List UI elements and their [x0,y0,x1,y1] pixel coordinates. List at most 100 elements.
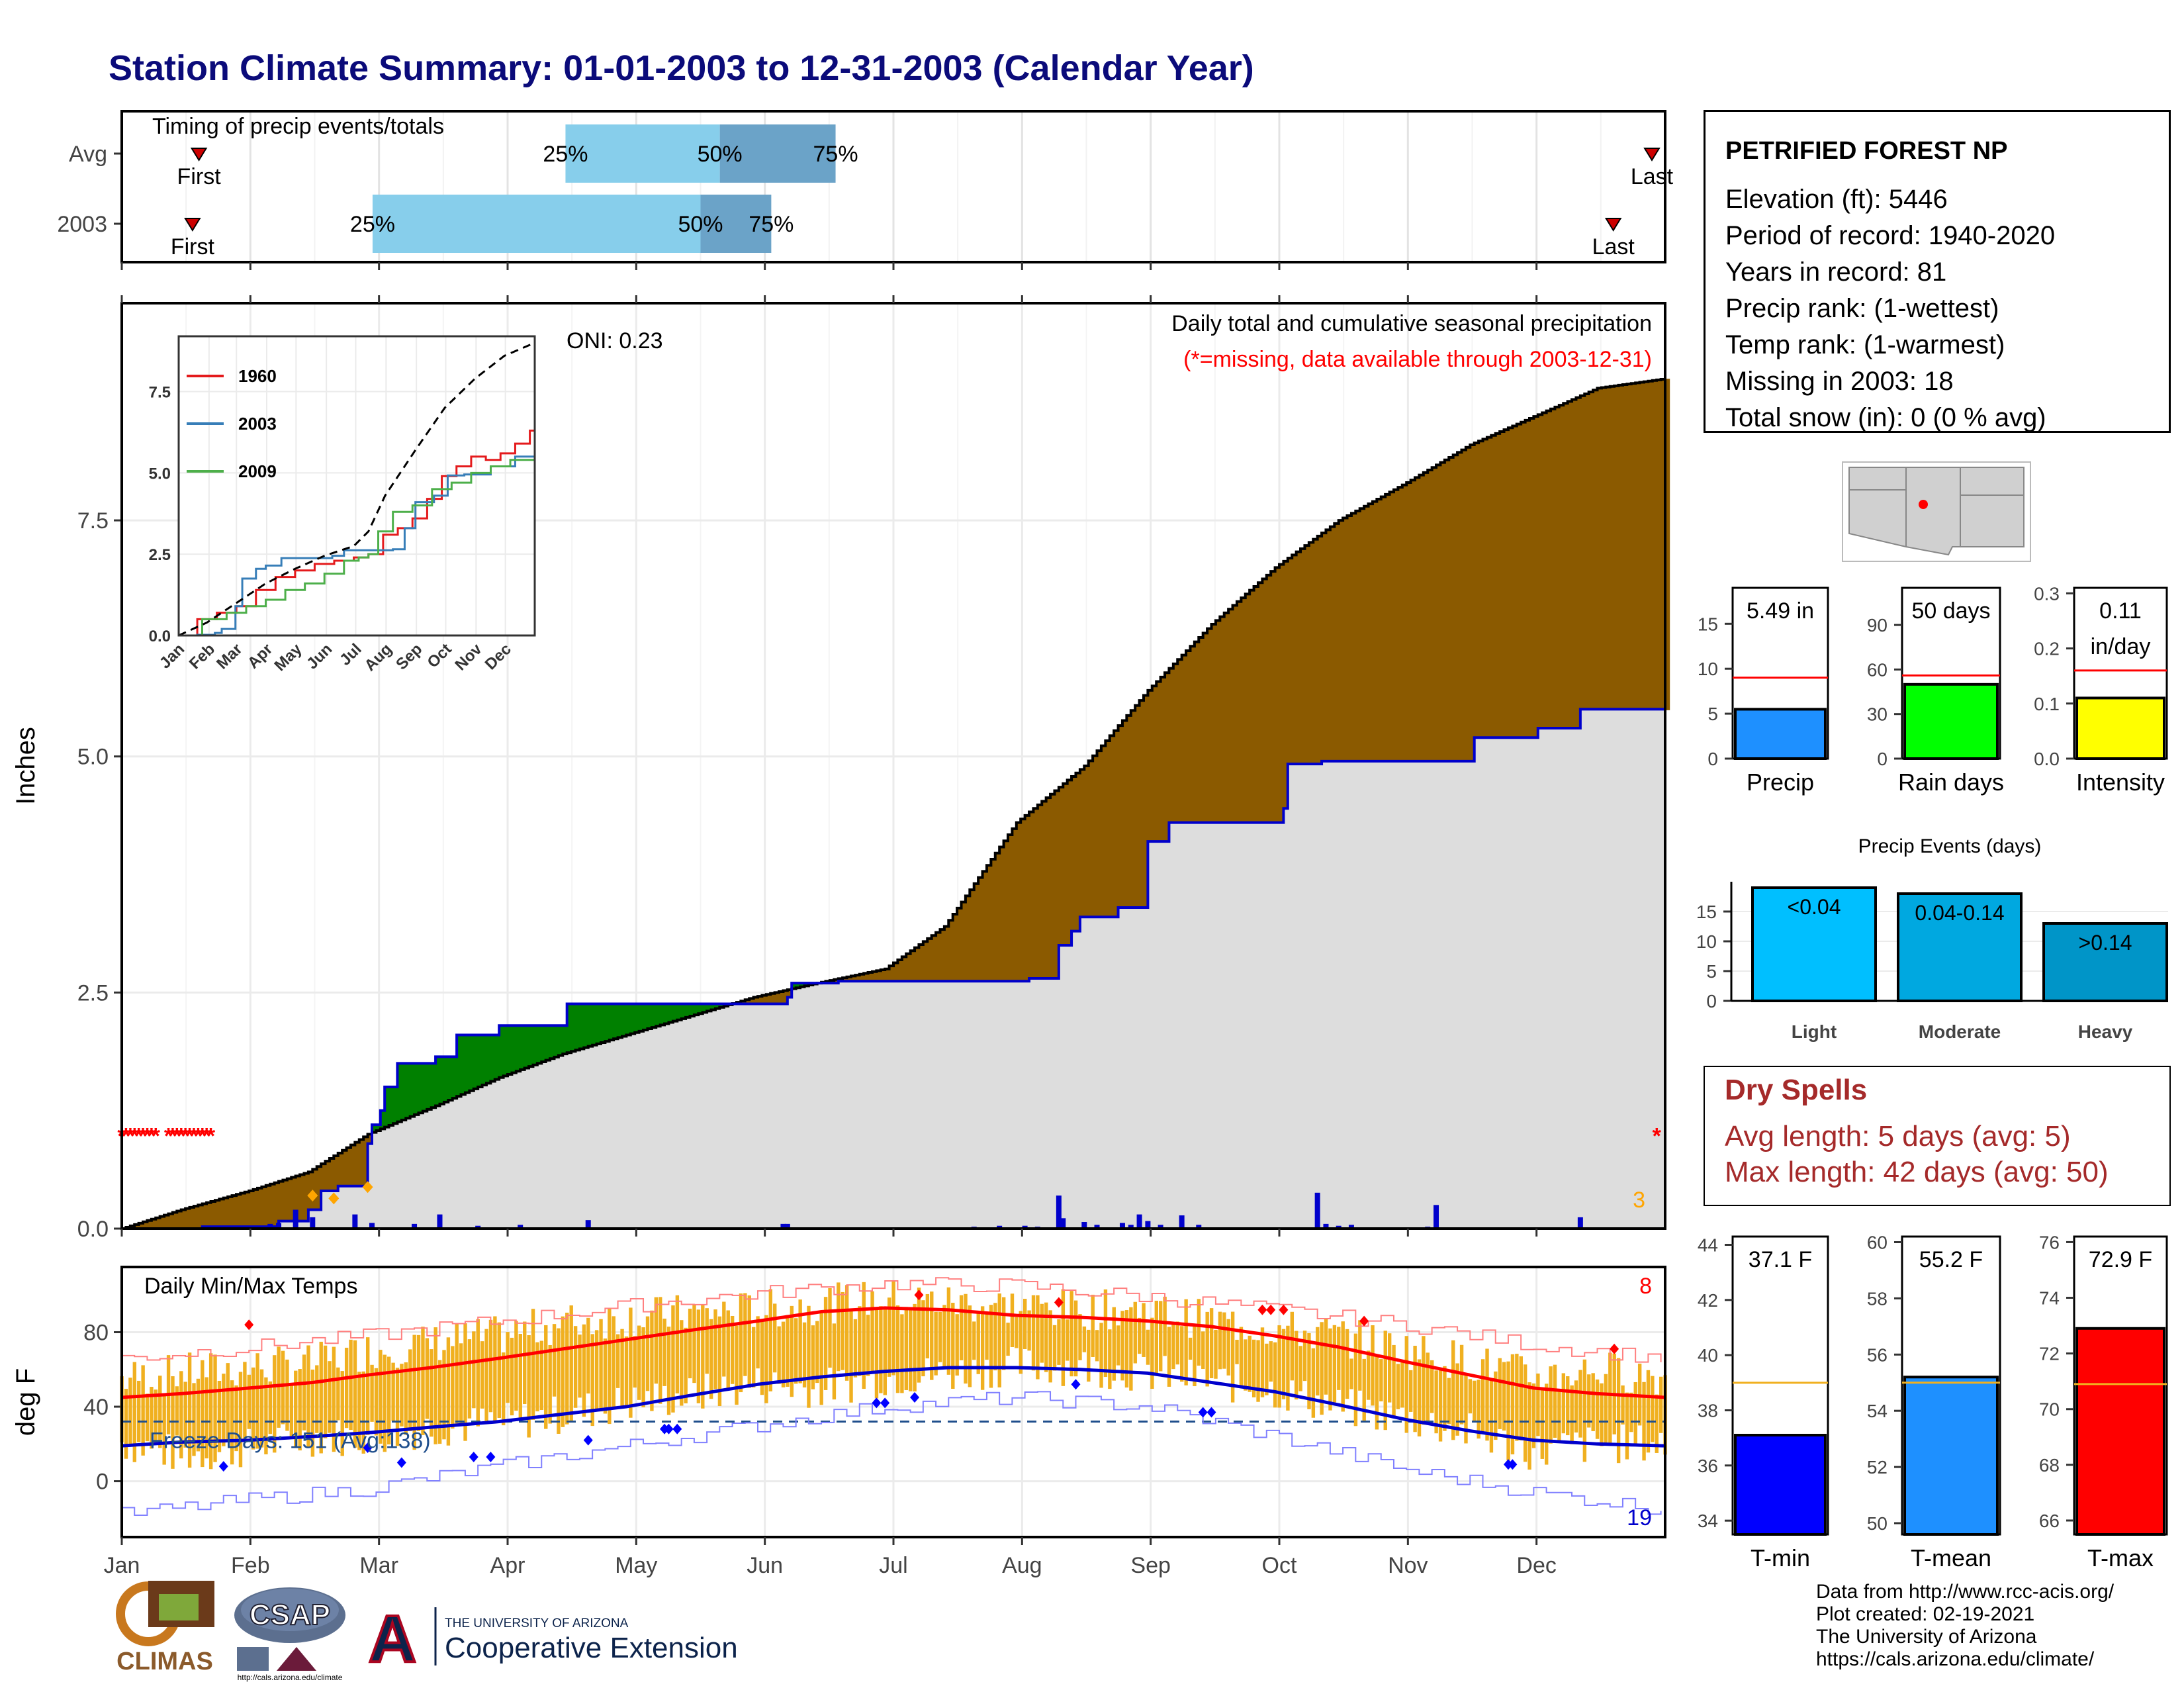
events-category-label: Heavy [2078,1021,2133,1042]
daily-temp-bar [768,1289,773,1391]
summary-value-label: 0.11 [2099,598,2142,624]
inset-ytick-label: 5.0 [149,465,171,483]
dry-spells-box: Dry Spells Avg length: 5 days (avg: 5) M… [1704,1066,2171,1206]
daily-temp-bar [349,1339,353,1430]
daily-temp-bar [217,1380,222,1452]
daily-temp-bar [751,1327,756,1387]
timing-bar-q50-q75 [719,124,836,183]
summary-ytick-label: 36 [1698,1456,1718,1476]
record-low-marker [880,1397,890,1409]
daily-temp-bar [573,1326,578,1408]
last-marker-icon [1643,148,1661,162]
daily-precip-bar [1577,1217,1583,1229]
daily-temp-bar [1633,1382,1637,1446]
daily-temp-bar [1468,1379,1473,1414]
ua-cooperative-extension-logo: A THE UNIVERSITY OF ARIZONA Cooperative … [360,1601,744,1677]
daily-temp-bar [993,1303,997,1371]
daily-temp-bar [942,1305,946,1369]
daily-temp-bar [238,1372,243,1468]
daily-temp-bar [1604,1374,1608,1445]
daily-temp-bar [1523,1364,1527,1462]
daily-temp-bar [302,1354,306,1430]
events-category-label: Light [1792,1021,1837,1042]
summary-ytick-label: 0.3 [2034,583,2060,604]
daily-temp-bar [989,1305,993,1388]
daily-precip-bar [997,1225,1003,1229]
daily-temp-bar [1540,1389,1545,1459]
daily-temp-bar [488,1319,493,1413]
missing-day-marker: * [181,1123,190,1149]
missing-day-marker: * [194,1123,203,1149]
daily-temp-bar [416,1335,421,1431]
inset-legend-label: 2009 [238,461,277,481]
daily-temp-bar [1298,1346,1302,1391]
daily-temp-bar [654,1297,659,1384]
daily-temp-bar [794,1318,798,1384]
daily-precip-bar [1094,1225,1100,1229]
credit-data-source: Data from http://www.rcc-acis.org/ [1816,1581,2115,1603]
daily-temp-bar [1031,1295,1036,1371]
timing-label-q25: 25% [350,212,395,237]
daily-precip-bar [1314,1192,1320,1229]
daily-temp-bar [205,1377,208,1459]
daily-temp-bar [832,1323,837,1400]
daily-temp-bar [455,1324,459,1425]
missing-day-marker: * [143,1123,152,1149]
daily-precip-bar [1196,1225,1202,1229]
daily-temp-bar [1362,1358,1366,1421]
daily-temp-bar [234,1385,238,1452]
last-marker-icon [1604,218,1622,232]
daily-temp-bar [1345,1329,1349,1399]
daily-temp-bar [726,1310,730,1388]
inset-frame [177,335,536,637]
missing-day-marker: * [189,1123,199,1149]
month-label: Nov [1388,1553,1428,1578]
inset-ytick-label: 2.5 [149,546,171,564]
daily-temp-bar [1459,1344,1464,1425]
daily-temp-bar [281,1350,285,1425]
daily-temp-bar [201,1360,205,1468]
missing-day-marker: * [164,1123,173,1149]
inset-bg [179,336,535,635]
daily-temp-bar [404,1362,408,1435]
events-title: Precip Events (days) [1858,835,2042,857]
ua-logo-letter: A [369,1602,416,1673]
daily-temp-bar [425,1338,430,1419]
events-bar-label: 0.04-0.14 [1915,901,2004,925]
daily-temp-bar [1413,1345,1417,1432]
daily-temp-bar [1400,1362,1404,1408]
daily-precip-bar [784,1223,790,1229]
timing-label-q75: 75% [749,212,794,237]
record-low-marker [1198,1407,1208,1418]
daily-temp-bar [400,1364,404,1427]
events-category-label: Moderate [1919,1021,2001,1042]
daily-temp-bar [819,1312,823,1405]
daily-temp-bar [442,1350,446,1440]
inset-ytick-label: 7.5 [149,384,171,402]
daily-temp-bar [1464,1376,1468,1444]
precip-panel: 0.02.55.07.5********* *********** *Daily t… [11,295,1670,1242]
daily-temp-bar [1553,1364,1557,1438]
daily-temp-bar [1281,1329,1286,1399]
precip-ylabel: Inches [11,727,40,805]
normal-max-line [121,1306,1666,1399]
daily-temp-bar [887,1297,891,1377]
daily-temp-bar [1036,1295,1040,1380]
record-high-count: 8 [1639,1274,1652,1299]
daily-temp-bar [1082,1326,1087,1352]
daily-temp-bar [603,1338,608,1414]
daily-temp-bar [1116,1325,1120,1366]
daily-temp-bar [1180,1326,1184,1382]
climas-logo: CLIMAS [109,1581,221,1680]
daily-precip-bar [293,1209,298,1229]
events-ytick-label: 5 [1706,961,1717,982]
daily-precip-bar [1433,1205,1439,1229]
missing-day-marker: * [134,1123,144,1149]
daily-temp-bar [1290,1311,1295,1381]
daily-precip-bar [369,1223,375,1229]
month-label: Oct [1262,1553,1297,1578]
record-max-line [122,1277,1662,1363]
daily-temp-bar [277,1346,281,1428]
daily-temp-bar [1078,1314,1082,1360]
